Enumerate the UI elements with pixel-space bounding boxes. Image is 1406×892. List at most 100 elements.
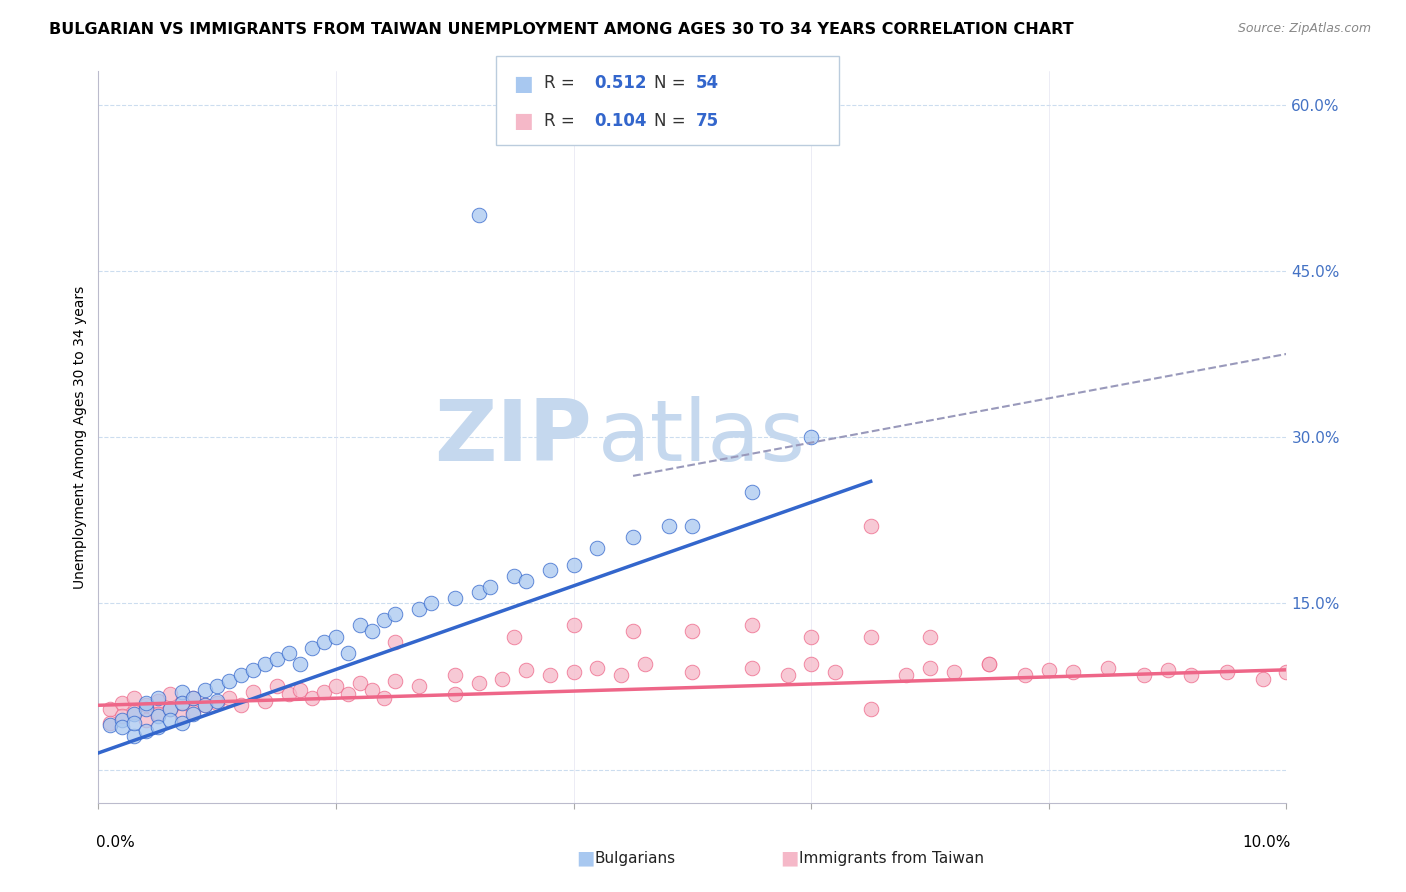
Point — [159, 701, 181, 715]
Point — [1216, 665, 1239, 679]
Point — [562, 665, 585, 679]
Point — [610, 668, 633, 682]
Point — [159, 701, 181, 715]
Text: ■: ■ — [513, 112, 533, 131]
Point — [135, 696, 157, 710]
Point — [229, 668, 252, 682]
Point — [621, 624, 644, 638]
Point — [942, 665, 965, 679]
Point — [1097, 660, 1119, 674]
Point — [122, 707, 145, 722]
Point — [122, 716, 145, 731]
Point — [205, 680, 228, 694]
Point — [183, 705, 205, 719]
Point — [467, 585, 489, 599]
Point — [562, 618, 585, 632]
Point — [634, 657, 657, 672]
Point — [681, 624, 703, 638]
Point — [859, 518, 882, 533]
Point — [277, 687, 299, 701]
Point — [586, 541, 609, 555]
Point — [301, 640, 323, 655]
Point — [170, 685, 193, 699]
Point — [776, 668, 799, 682]
Point — [98, 701, 121, 715]
Point — [1062, 665, 1084, 679]
Point — [336, 646, 359, 660]
Point — [135, 701, 157, 715]
Point — [384, 635, 406, 649]
Text: 0.104: 0.104 — [595, 112, 647, 129]
Point — [373, 690, 395, 705]
Text: atlas: atlas — [598, 395, 806, 479]
Text: N =: N = — [654, 74, 690, 92]
Point — [111, 713, 134, 727]
Point — [741, 660, 763, 674]
Point — [194, 698, 217, 713]
Point — [98, 716, 121, 731]
Point — [111, 696, 134, 710]
Point — [800, 430, 823, 444]
Point — [170, 696, 193, 710]
Point — [373, 613, 395, 627]
Point — [824, 665, 846, 679]
Point — [681, 518, 703, 533]
Point — [538, 563, 561, 577]
Point — [183, 690, 205, 705]
Text: Source: ZipAtlas.com: Source: ZipAtlas.com — [1237, 22, 1371, 36]
Point — [479, 580, 502, 594]
Point — [681, 665, 703, 679]
Point — [135, 713, 157, 727]
Point — [1180, 668, 1202, 682]
Point — [194, 682, 217, 697]
Text: ■: ■ — [780, 848, 799, 868]
Point — [290, 657, 312, 672]
Point — [979, 657, 1001, 672]
Point — [111, 721, 134, 735]
Point — [920, 660, 942, 674]
Point — [920, 630, 942, 644]
Point — [336, 687, 359, 701]
Point — [146, 709, 169, 723]
Text: ■: ■ — [513, 74, 533, 94]
Point — [205, 694, 228, 708]
Point — [122, 690, 145, 705]
Point — [170, 716, 193, 731]
Point — [159, 687, 181, 701]
Text: R =: R = — [544, 112, 581, 129]
Point — [349, 618, 371, 632]
Point — [183, 707, 205, 722]
Point — [1156, 663, 1178, 677]
Point — [146, 707, 169, 722]
Point — [146, 694, 169, 708]
Point — [170, 709, 193, 723]
Point — [183, 690, 205, 705]
Point — [111, 709, 134, 723]
Point — [277, 646, 299, 660]
Point — [443, 668, 465, 682]
Point — [1133, 668, 1156, 682]
Point — [515, 663, 537, 677]
Point — [159, 713, 181, 727]
Point — [205, 696, 228, 710]
Point — [242, 663, 264, 677]
Point — [266, 680, 288, 694]
Point — [491, 672, 513, 686]
Point — [621, 530, 644, 544]
Point — [122, 729, 145, 743]
Point — [979, 657, 1001, 672]
Point — [515, 574, 537, 589]
Point — [349, 676, 371, 690]
Point — [146, 690, 169, 705]
Point — [859, 701, 882, 715]
Point — [859, 630, 882, 644]
Point — [1014, 668, 1036, 682]
Point — [301, 690, 323, 705]
Y-axis label: Unemployment Among Ages 30 to 34 years: Unemployment Among Ages 30 to 34 years — [73, 285, 87, 589]
Point — [503, 630, 526, 644]
Point — [253, 657, 276, 672]
Point — [384, 673, 406, 688]
Text: Bulgarians: Bulgarians — [595, 851, 676, 865]
Text: R =: R = — [544, 74, 581, 92]
Text: ZIP: ZIP — [433, 395, 592, 479]
